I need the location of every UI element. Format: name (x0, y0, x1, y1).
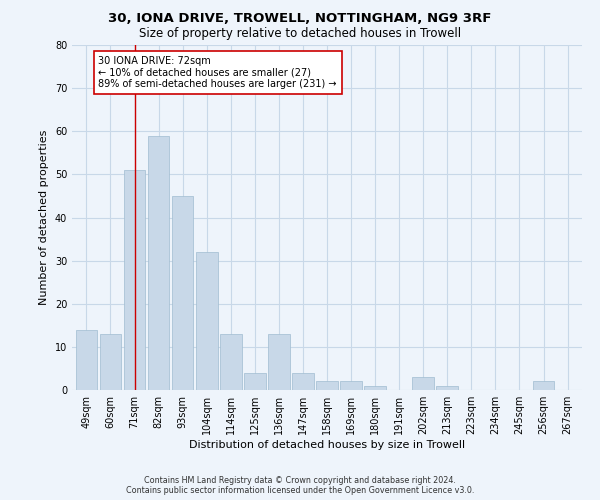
Bar (292, 373, 314, 390)
Text: 30 IONA DRIVE: 72sqm
← 10% of detached houses are smaller (27)
89% of semi-detac: 30 IONA DRIVE: 72sqm ← 10% of detached h… (98, 56, 337, 89)
Bar (364, 386, 386, 390)
Bar (244, 373, 266, 390)
Bar (76, 330, 97, 390)
Y-axis label: Number of detached properties: Number of detached properties (39, 130, 49, 305)
Bar (268, 334, 290, 390)
Text: Size of property relative to detached houses in Trowell: Size of property relative to detached ho… (139, 28, 461, 40)
Bar (533, 382, 554, 390)
Bar (412, 377, 434, 390)
Bar (436, 386, 458, 390)
Text: 30, IONA DRIVE, TROWELL, NOTTINGHAM, NG9 3RF: 30, IONA DRIVE, TROWELL, NOTTINGHAM, NG9… (109, 12, 491, 26)
Bar (172, 196, 193, 390)
Bar (196, 252, 218, 390)
Bar (124, 170, 145, 390)
Bar (316, 382, 338, 390)
Text: Contains HM Land Registry data © Crown copyright and database right 2024.
Contai: Contains HM Land Registry data © Crown c… (126, 476, 474, 495)
Bar (220, 334, 242, 390)
Bar (340, 382, 362, 390)
Bar (100, 334, 121, 390)
X-axis label: Distribution of detached houses by size in Trowell: Distribution of detached houses by size … (189, 440, 465, 450)
Bar (148, 136, 169, 390)
